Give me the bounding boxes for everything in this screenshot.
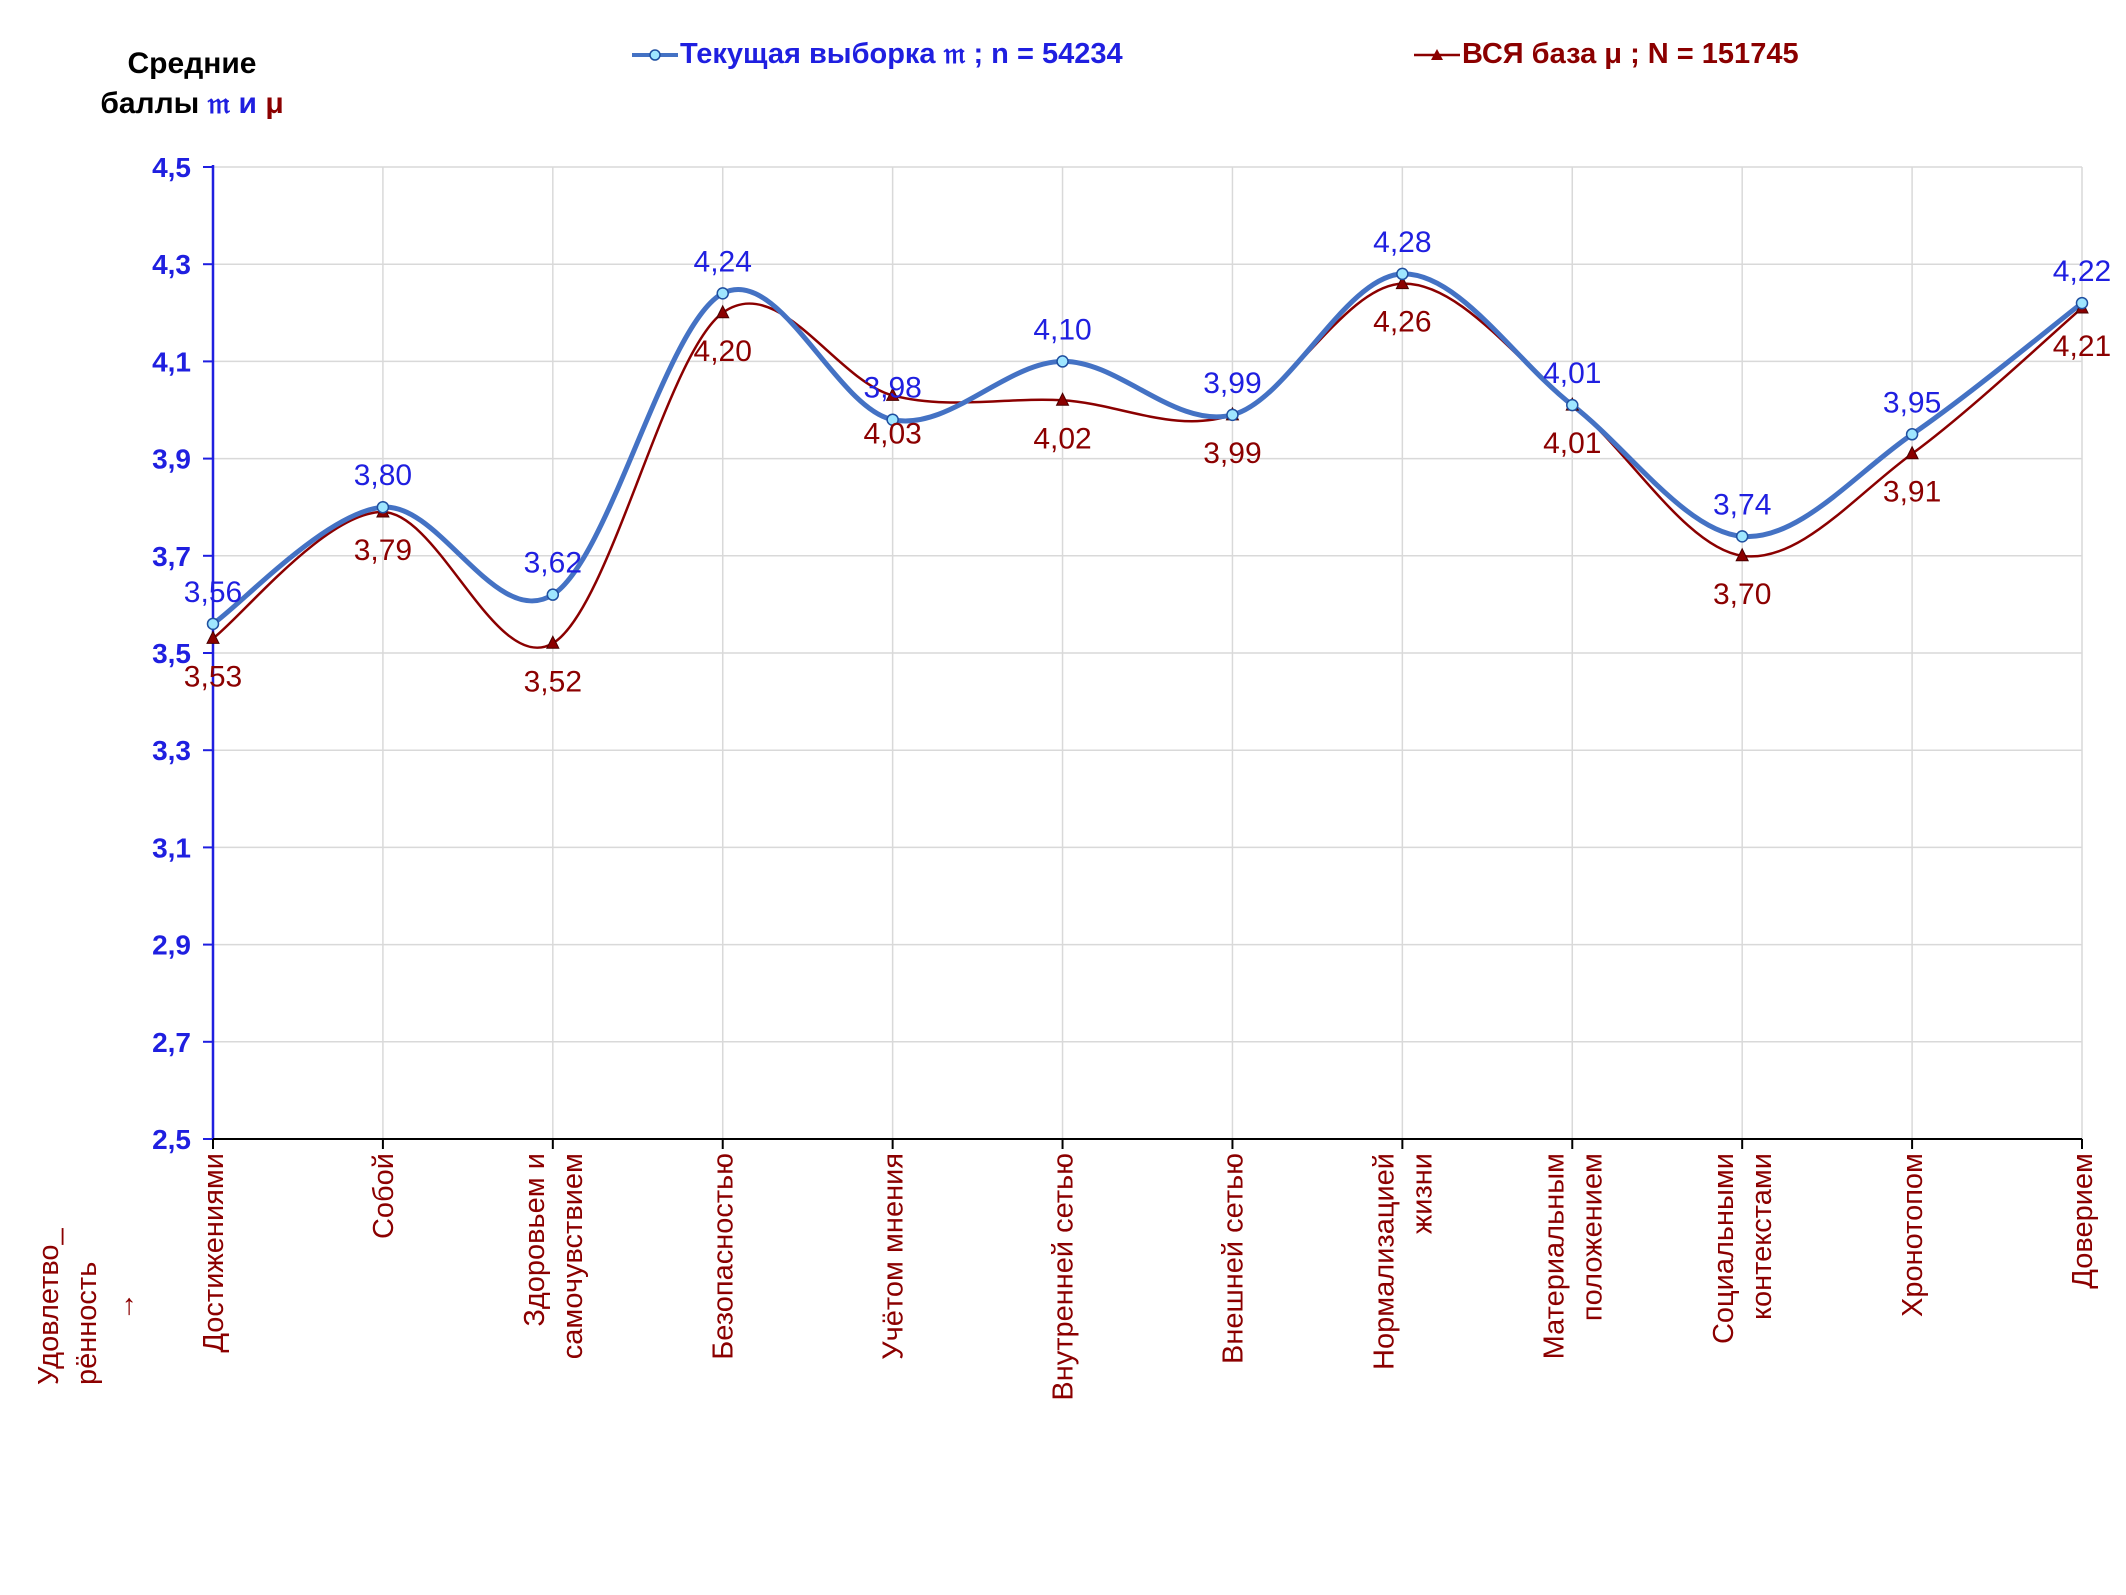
marker-series-b	[715, 304, 730, 319]
y-tick-label: 4,5	[152, 152, 191, 183]
marker-series-a	[546, 588, 560, 601]
category-label: Внутренней сетью	[1048, 1153, 1080, 1401]
y-tick-label: 3,5	[152, 638, 191, 669]
marker-series-a	[1396, 267, 1409, 281]
data-label-series-a: 4,10	[1033, 313, 1091, 346]
category-label: Нормализацией	[1368, 1153, 1400, 1370]
category-label: жизни	[1406, 1153, 1438, 1234]
category-label: положением	[1576, 1153, 1608, 1321]
y-tick-label: 4,3	[152, 249, 191, 280]
y-tick-label: 2,7	[152, 1027, 191, 1058]
legend-swatch-series-b	[1414, 49, 1460, 61]
category-label: самочувствием	[557, 1153, 589, 1359]
y-tick-label: 3,9	[152, 444, 191, 475]
y-tick-label: 3,1	[152, 832, 191, 863]
category-label: Собой	[368, 1153, 400, 1239]
data-label-series-a: 4,01	[1543, 357, 1601, 390]
series-line-a	[211, 271, 2084, 626]
y-tick-label: 2,9	[152, 930, 191, 961]
data-label-series-a: 3,99	[1203, 367, 1261, 400]
y-tick-label: 2,5	[152, 1124, 191, 1155]
data-label-series-b: 4,26	[1373, 306, 1431, 339]
category-label: Здоровьем и	[519, 1153, 551, 1327]
marker-series-a	[206, 617, 220, 631]
category-label: Социальными	[1708, 1153, 1740, 1344]
marker-series-a	[1056, 355, 1069, 368]
marker-series-b	[1905, 445, 1919, 460]
category-label: Учётом мнения	[878, 1153, 910, 1360]
data-label-series-b: 4,21	[2053, 330, 2111, 363]
data-label-series-a: 4,28	[1373, 226, 1431, 259]
data-label-series-a: 3,62	[524, 547, 582, 580]
marker-series-a	[886, 413, 899, 426]
marker-series-b	[206, 630, 220, 644]
y-axis-title-line2: баллы 𝔪 и μ	[96, 84, 288, 124]
series-line-b	[212, 282, 2083, 649]
marker-series-a	[1905, 428, 1919, 441]
category-label: Внешней сетью	[1217, 1153, 1249, 1364]
data-label-series-b: 4,20	[694, 335, 752, 368]
data-label-series-a: 3,98	[863, 372, 921, 405]
data-label-series-b: 3,70	[1713, 578, 1771, 611]
category-label: Доверием	[2067, 1153, 2099, 1289]
y-tick-label: 4,1	[152, 346, 191, 377]
legend-swatch-series-a	[632, 49, 678, 62]
category-label: Материальным	[1538, 1153, 1570, 1359]
y-axis-title: Средние баллы 𝔪 и μ	[96, 44, 288, 124]
data-label-series-a: 3,95	[1883, 386, 1941, 419]
data-label-series-b: 4,03	[863, 417, 921, 450]
data-label-series-a: 3,74	[1713, 488, 1771, 521]
data-label-series-b: 4,01	[1543, 427, 1601, 460]
legend-label-series-a: Текущая выборка 𝔪 ; n = 54234	[680, 38, 1123, 70]
legend-label-series-b: ВСЯ база μ ; N = 151745	[1462, 38, 1799, 70]
data-label-series-b: 3,99	[1203, 437, 1261, 470]
marker-series-a	[376, 500, 390, 514]
data-label-series-b: 3,91	[1883, 476, 1941, 509]
data-label-series-b: 3,52	[524, 665, 582, 698]
marker-series-a	[1226, 408, 1239, 422]
y-tick-label: 3,3	[152, 735, 191, 766]
data-label-series-a: 4,22	[2053, 255, 2111, 288]
data-label-series-b: 3,53	[184, 660, 242, 693]
data-label-series-a: 3,80	[354, 459, 412, 492]
y-axis-title-line1: Средние	[127, 47, 257, 80]
category-label: Достижениями	[198, 1153, 230, 1353]
y-axis-title-sym-b: μ	[265, 87, 284, 120]
category-label: Безопасностью	[708, 1153, 740, 1360]
marker-series-a	[1735, 530, 1749, 543]
marker-series-b	[546, 635, 560, 649]
marker-series-a	[716, 287, 729, 300]
data-label-series-a: 3,56	[184, 576, 242, 609]
y-axis-title-conj: и	[238, 87, 257, 120]
marker-series-b	[1735, 547, 1749, 562]
category-label: Хронотопом	[1897, 1153, 1929, 1317]
y-axis-title-prefix: баллы	[100, 87, 200, 120]
legend-entry-series-b: ВСЯ база μ ; N = 151745	[1412, 38, 1799, 71]
category-label: контекстами	[1746, 1153, 1778, 1320]
y-axis-title-sym-a: 𝔪	[207, 87, 231, 120]
y-tick-label: 3,7	[152, 541, 191, 572]
marker-series-b	[1395, 275, 1410, 290]
data-label-series-b: 3,79	[354, 534, 412, 567]
legend-entry-series-a: Текущая выборка 𝔪 ; n = 54234	[630, 38, 1123, 71]
marker-series-b	[1055, 392, 1070, 406]
marker-series-a	[1566, 398, 1579, 412]
data-label-series-b: 4,02	[1033, 422, 1091, 455]
marker-series-a	[2075, 296, 2089, 310]
data-label-series-a: 4,24	[694, 245, 752, 278]
marker-series-b	[885, 387, 900, 401]
